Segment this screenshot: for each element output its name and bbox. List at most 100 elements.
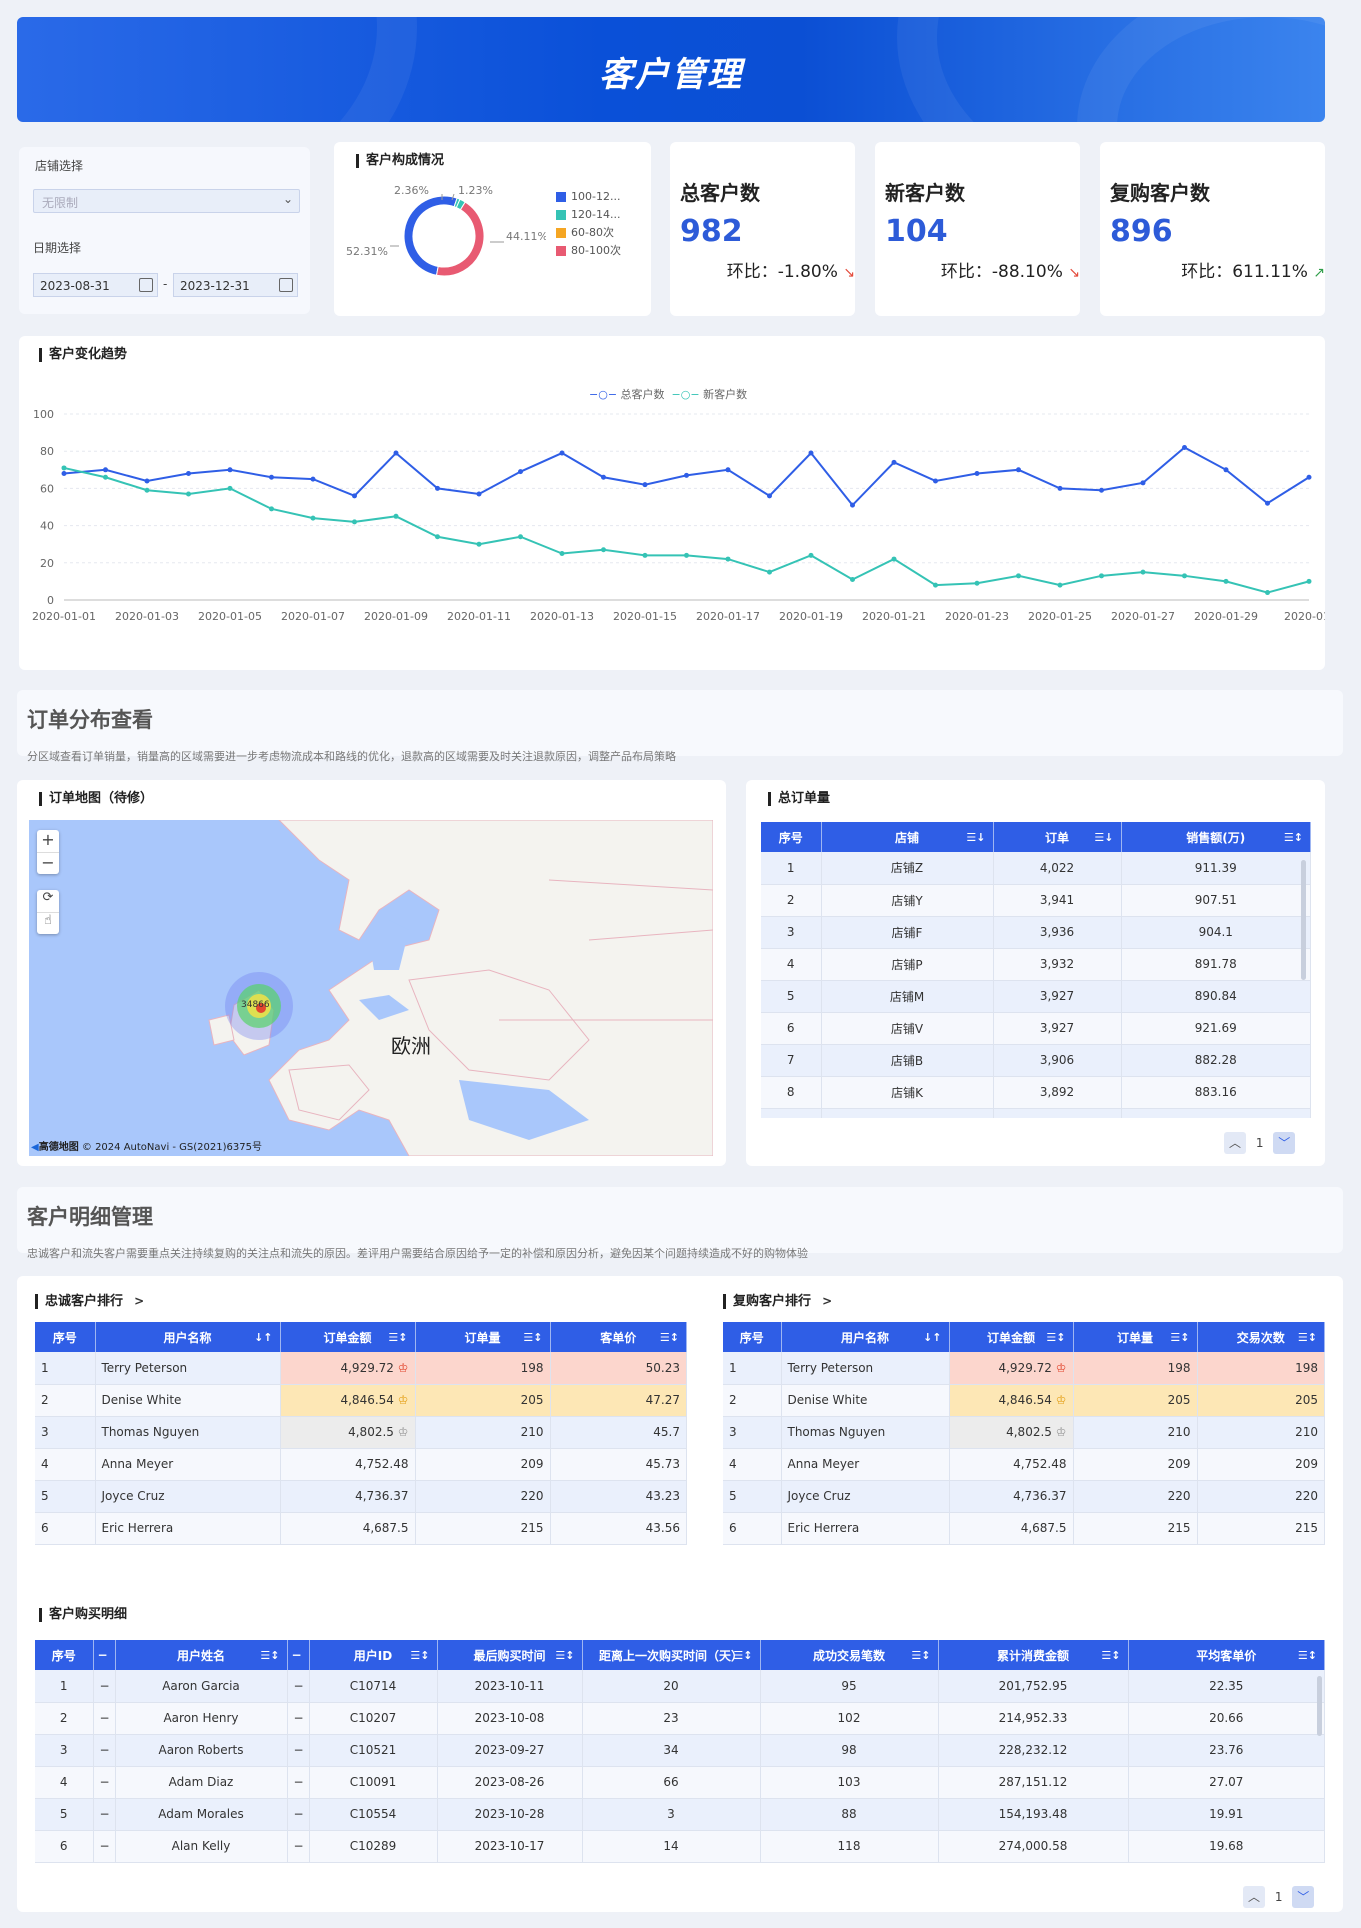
table-row[interactable]: 9店铺J3,876888.51 [761, 1108, 1311, 1118]
table-row[interactable]: 4 店铺P 3,932 891.78 [761, 948, 1311, 981]
data-point[interactable] [1016, 467, 1021, 473]
expand-toggle[interactable]: − [287, 1734, 310, 1767]
data-point[interactable] [1182, 444, 1187, 450]
column-header[interactable]: − [287, 1640, 310, 1670]
column-header[interactable]: 用户名称 ↓↑ [781, 1322, 950, 1352]
sort-icon[interactable]: ☰↕ [410, 1649, 430, 1662]
data-point[interactable] [1016, 573, 1021, 579]
data-point[interactable] [393, 450, 399, 456]
data-point[interactable] [227, 485, 233, 491]
column-header[interactable]: 序号 [761, 822, 822, 852]
sort-icon[interactable]: ☰↕ [733, 1649, 753, 1662]
column-header[interactable]: 订单金额 ☰↕ [280, 1322, 416, 1352]
column-header[interactable]: 订单量 ☰↕ [415, 1322, 551, 1352]
data-point[interactable] [767, 569, 772, 575]
table-row[interactable]: 1 店铺Z 4,022 911.39 [761, 852, 1311, 885]
expand-toggle[interactable]: − [93, 1734, 116, 1767]
calendar-icon[interactable] [139, 278, 153, 292]
data-point[interactable] [186, 471, 191, 477]
sort-icon[interactable]: ☰↕ [911, 1649, 931, 1662]
sort-icon[interactable]: ☰↓ [966, 831, 986, 844]
expand-toggle[interactable]: − [287, 1766, 310, 1799]
data-point[interactable] [61, 471, 67, 477]
table-row[interactable]: 2− Aaron Henry − C10207 2023-10-08 23 102 214,9… [35, 1702, 1325, 1735]
page-number[interactable]: 1 [1274, 1889, 1283, 1904]
data-point[interactable] [1306, 578, 1312, 584]
data-point[interactable] [684, 552, 689, 558]
column-header[interactable]: 用户ID ☰↕ [309, 1640, 438, 1670]
expand-toggle[interactable]: − [287, 1830, 310, 1863]
data-point[interactable] [61, 465, 67, 471]
column-header[interactable]: 累计消费金额 ☰↕ [938, 1640, 1129, 1670]
prev-page-button[interactable]: ︿ [1224, 1132, 1246, 1154]
data-point[interactable] [1265, 590, 1270, 596]
table-row[interactable]: 3 店铺F 3,936 904.1 [761, 916, 1311, 949]
table-row[interactable]: 3 Thomas Nguyen 4,802.5 ♔ 210 45.7 [35, 1416, 687, 1449]
expand-toggle[interactable]: − [93, 1670, 116, 1703]
table-row[interactable]: 3− Aaron Roberts − C10521 2023-09-27 34 98 228,… [35, 1734, 1325, 1767]
prev-page-button[interactable]: ︿ [1243, 1886, 1265, 1908]
data-point[interactable] [1306, 474, 1312, 480]
expand-toggle[interactable]: − [93, 1702, 116, 1735]
expand-toggle[interactable]: − [93, 1798, 116, 1831]
data-point[interactable] [808, 450, 814, 456]
table-row[interactable]: 1 Terry Peterson 4,929.72 ♔ 198 198 [723, 1352, 1325, 1385]
data-point[interactable] [891, 556, 897, 562]
table-row[interactable]: 3 Thomas Nguyen 4,802.5 ♔ 210 210 [723, 1416, 1325, 1449]
data-point[interactable] [684, 472, 689, 478]
data-point[interactable] [933, 478, 938, 484]
data-point[interactable] [725, 556, 731, 562]
data-point[interactable] [1140, 569, 1146, 575]
column-header[interactable]: 订单 ☰↓ [993, 822, 1122, 852]
expand-toggle[interactable]: − [287, 1702, 310, 1735]
sort-icon[interactable]: ☰↕ [388, 1331, 408, 1344]
column-header[interactable]: 距离上一次购买时间（天） ☰↕ [582, 1640, 761, 1670]
data-point[interactable] [1265, 500, 1270, 506]
data-point[interactable] [850, 577, 855, 583]
data-point[interactable] [1099, 573, 1104, 579]
rotate-icon[interactable]: ⟳ [42, 890, 54, 905]
page-number[interactable]: 1 [1255, 1135, 1264, 1150]
next-page-button[interactable]: ﹀ [1292, 1886, 1315, 1908]
data-point[interactable] [144, 487, 150, 493]
expand-toggle[interactable]: − [287, 1798, 310, 1831]
donut-slice[interactable] [403, 195, 458, 276]
expand-toggle[interactable]: − [93, 1766, 116, 1799]
zoom-out-button[interactable]: − [37, 852, 59, 874]
column-header[interactable]: 用户姓名 ☰↕ [115, 1640, 288, 1670]
scrollbar[interactable] [1301, 860, 1306, 980]
table-row[interactable]: 1 Terry Peterson 4,929.72 ♔ 198 50.23 [35, 1352, 687, 1385]
data-point[interactable] [808, 552, 814, 558]
legend-item[interactable]: 60-80次 [556, 224, 621, 242]
table-row[interactable]: 6 Eric Herrera 4,687.5 215 215 [723, 1512, 1325, 1545]
order-map[interactable]: 34866 欧洲 + − ⟳ ☝ ◀高德地图 © 2024 AutoNavi -… [29, 820, 713, 1156]
column-header[interactable]: 最后购买时间 ☰↕ [437, 1640, 583, 1670]
data-point[interactable] [1223, 467, 1229, 473]
data-point[interactable] [601, 547, 606, 553]
table-row[interactable]: 6− Alan Kelly − C10289 2023-10-17 14 118 274,00… [35, 1830, 1325, 1863]
data-point[interactable] [518, 534, 523, 540]
data-point[interactable] [186, 491, 191, 497]
sort-icon[interactable]: ↓↑ [254, 1331, 273, 1344]
table-row[interactable]: 1− Aaron Garcia − C10714 2023-10-11 20 95 201,7… [35, 1670, 1325, 1703]
data-point[interactable] [144, 478, 150, 484]
legend-item[interactable]: 新客户数 [703, 388, 748, 401]
table-row[interactable]: 5− Adam Morales − C10554 2023-10-28 3 88 154,19… [35, 1798, 1325, 1831]
calendar-icon[interactable] [279, 278, 293, 292]
table-row[interactable]: 2 Denise White 4,846.54 ♔ 205 47.27 [35, 1384, 687, 1417]
data-point[interactable] [1057, 582, 1063, 588]
table-row[interactable]: 4 Anna Meyer 4,752.48 209 209 [723, 1448, 1325, 1481]
column-header[interactable]: 序号 [35, 1322, 96, 1352]
sort-icon[interactable]: ↓↑ [923, 1331, 942, 1344]
zoom-in-button[interactable]: + [41, 830, 55, 849]
date-end-input[interactable]: 2023-12-31 [173, 273, 298, 297]
data-point[interactable] [850, 502, 855, 508]
data-point[interactable] [518, 469, 523, 475]
sort-icon[interactable]: ☰↕ [1297, 1649, 1317, 1662]
data-point[interactable] [352, 519, 357, 525]
sort-icon[interactable]: ☰↕ [1297, 1331, 1317, 1344]
column-header[interactable]: 交易次数 ☰↕ [1197, 1322, 1325, 1352]
data-point[interactable] [601, 474, 606, 480]
scrollbar[interactable] [1317, 1676, 1322, 1736]
data-point[interactable] [393, 513, 399, 519]
